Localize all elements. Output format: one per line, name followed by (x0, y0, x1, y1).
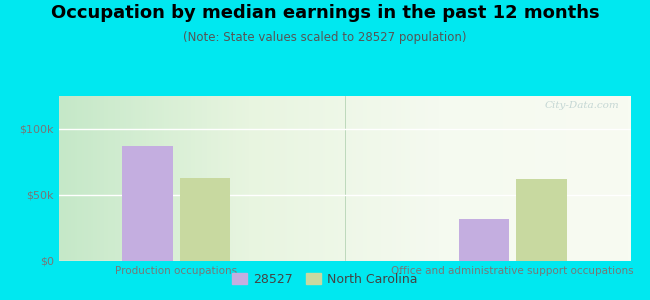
Bar (179, 178, 230, 261)
Text: City-Data.com: City-Data.com (544, 101, 619, 110)
Bar (459, 219, 510, 261)
Bar (516, 179, 567, 261)
Text: Occupation by median earnings in the past 12 months: Occupation by median earnings in the pas… (51, 4, 599, 22)
Bar (122, 146, 173, 261)
Text: (Note: State values scaled to 28527 population): (Note: State values scaled to 28527 popu… (183, 32, 467, 44)
Legend: 28527, North Carolina: 28527, North Carolina (227, 268, 422, 291)
